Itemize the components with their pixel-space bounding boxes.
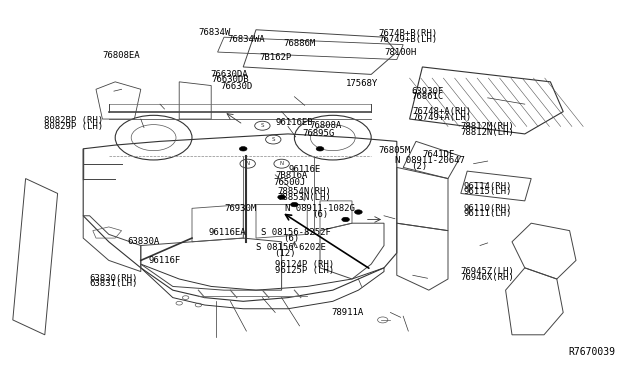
Text: N: N — [246, 161, 250, 166]
Text: 7641DF: 7641DF — [422, 150, 454, 159]
Text: R7670039: R7670039 — [568, 347, 616, 356]
Text: 76630D: 76630D — [221, 82, 253, 91]
Text: 96114(RH): 96114(RH) — [463, 182, 512, 190]
Text: S: S — [271, 137, 275, 142]
Text: 76861C: 76861C — [412, 92, 444, 101]
Text: 96110(RH): 96110(RH) — [463, 204, 512, 213]
Text: 7B816A: 7B816A — [275, 171, 307, 180]
Text: (2): (2) — [411, 162, 428, 171]
Circle shape — [278, 195, 285, 199]
Text: 78911A: 78911A — [332, 308, 364, 317]
Text: (6): (6) — [312, 210, 328, 219]
Text: 96125P (LH): 96125P (LH) — [275, 266, 334, 275]
Text: S 08156-6202E: S 08156-6202E — [256, 243, 326, 252]
Text: 76749+A(LH): 76749+A(LH) — [412, 113, 471, 122]
Text: 76930M: 76930M — [225, 204, 257, 213]
Text: (12): (12) — [274, 249, 296, 258]
Text: 76808EA: 76808EA — [103, 51, 140, 60]
Text: 78812N(LH): 78812N(LH) — [461, 128, 515, 137]
Text: 78100H: 78100H — [385, 48, 417, 57]
Text: 76945Z(LH): 76945Z(LH) — [461, 267, 515, 276]
Circle shape — [239, 147, 247, 151]
Text: 78812M(RH): 78812M(RH) — [461, 122, 515, 131]
Text: S: S — [260, 123, 264, 128]
Text: 76500J: 76500J — [273, 178, 305, 187]
Text: 78853N(LH): 78853N(LH) — [278, 193, 332, 202]
Text: S 08156-8252F: S 08156-8252F — [260, 228, 331, 237]
Text: 8082BP (RH): 8082BP (RH) — [44, 116, 103, 125]
Text: 63930F: 63930F — [412, 87, 444, 96]
Text: 76805M: 76805M — [379, 146, 411, 155]
Text: 96115(LH): 96115(LH) — [463, 187, 512, 196]
Text: 96116E: 96116E — [289, 165, 321, 174]
Text: 76834WA: 76834WA — [228, 35, 265, 44]
Text: 76895G: 76895G — [302, 129, 334, 138]
Circle shape — [291, 202, 298, 207]
Text: 96116EA: 96116EA — [209, 228, 246, 237]
Text: 76886M: 76886M — [284, 39, 316, 48]
Text: 96124P (RH): 96124P (RH) — [275, 260, 334, 269]
Text: 96116EB: 96116EB — [276, 118, 313, 127]
Text: N 08911-1082G: N 08911-1082G — [285, 204, 355, 213]
Text: N 08911-20647: N 08911-20647 — [395, 156, 465, 165]
Text: N: N — [280, 161, 284, 166]
Text: 96116F: 96116F — [148, 256, 180, 265]
Text: (6): (6) — [283, 234, 300, 243]
Circle shape — [316, 147, 324, 151]
Text: 96111(LH): 96111(LH) — [463, 209, 512, 218]
Text: 76630DA: 76630DA — [211, 70, 248, 79]
Text: 63831(LH): 63831(LH) — [90, 279, 138, 288]
Text: 63830A: 63830A — [128, 237, 160, 246]
Text: 76834W: 76834W — [198, 28, 230, 37]
Text: 7B162P: 7B162P — [259, 53, 291, 62]
Text: 76808A: 76808A — [309, 121, 341, 130]
Circle shape — [342, 217, 349, 222]
Text: 76630DB: 76630DB — [212, 76, 249, 84]
Text: 76749+B(LH): 76749+B(LH) — [379, 35, 438, 44]
Text: 7674B+B(RH): 7674B+B(RH) — [379, 29, 438, 38]
Text: 80829P (LH): 80829P (LH) — [44, 122, 103, 131]
Circle shape — [355, 210, 362, 214]
Text: 78854N(RH): 78854N(RH) — [278, 187, 332, 196]
Text: 76946X(RH): 76946X(RH) — [461, 273, 515, 282]
Text: 76748+A(RH): 76748+A(RH) — [412, 107, 471, 116]
Text: 63830(RH): 63830(RH) — [90, 274, 138, 283]
Text: 17568Y: 17568Y — [346, 79, 378, 88]
